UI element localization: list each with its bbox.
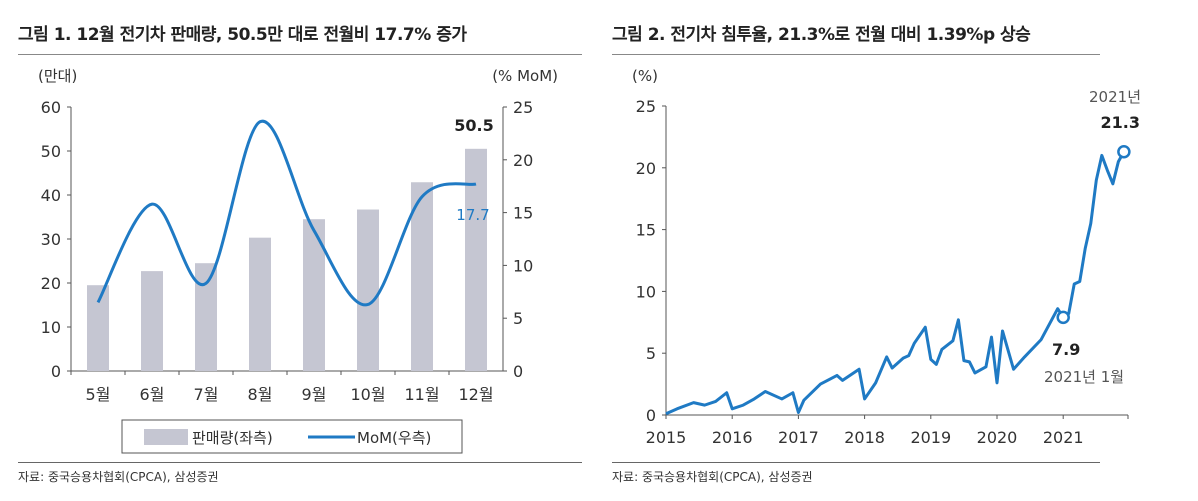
annotation-label-2021-12: 2021년	[1089, 88, 1141, 106]
marker-2021-12	[1117, 144, 1131, 159]
y-tick-label: 5	[646, 344, 656, 363]
right-tick-label: 0	[513, 362, 523, 381]
penetration-line	[665, 151, 1126, 416]
x-tick-label: 11월	[404, 385, 439, 404]
x-tick-label: 2020	[977, 428, 1018, 447]
right-tick-label: 10	[513, 256, 533, 275]
chart2-footer-rule	[612, 462, 1100, 463]
left-tick-label: 60	[41, 98, 61, 117]
chart2-source: 자료: 중국승용차협회(CPCA), 삼성증권	[612, 470, 813, 484]
legend-line-label: MoM(우측)	[357, 429, 431, 447]
x-tick-label: 12월	[458, 385, 493, 404]
right-tick-label: 25	[513, 98, 533, 117]
x-tick-label: 7월	[194, 385, 219, 404]
x-tick-label: 10월	[350, 385, 385, 404]
x-tick-label: 2019	[910, 428, 951, 447]
left-tick-label: 50	[41, 142, 61, 161]
right-tick-label: 20	[513, 151, 533, 170]
bar-9월	[303, 219, 325, 371]
y-tick-label: 0	[646, 406, 656, 425]
right-axis-unit: (% MoM)	[492, 67, 558, 85]
x-tick-label: 9월	[302, 385, 327, 404]
bar-12월	[465, 148, 487, 371]
bar-6월	[141, 271, 163, 371]
bar-11월	[411, 182, 433, 371]
y-tick-label: 25	[636, 97, 656, 116]
x-tick-label: 2018	[844, 428, 885, 447]
left-tick-label: 30	[41, 230, 61, 249]
legend-bar-swatch	[144, 429, 188, 445]
y-axis-unit: (%)	[632, 67, 658, 85]
x-tick-label: 2015	[646, 428, 687, 447]
x-tick-label: 2017	[778, 428, 819, 447]
left-tick-label: 40	[41, 186, 61, 205]
chart1-footer-rule	[18, 462, 582, 463]
y-tick-label: 15	[636, 221, 656, 240]
chart1-title: 그림 1. 12월 전기차 판매량, 50.5만 대로 전월비 17.7% 증가	[18, 25, 467, 45]
mom-line	[96, 119, 477, 307]
annotation-value-2021-12: 21.3	[1101, 113, 1140, 132]
x-tick-label: 5월	[86, 385, 111, 404]
marker-2021-01	[1056, 310, 1070, 325]
bar-8월	[249, 237, 271, 371]
bar-10월	[357, 209, 379, 371]
left-tick-label: 10	[41, 318, 61, 337]
y-tick-label: 20	[636, 159, 656, 178]
right-tick-label: 5	[513, 309, 523, 328]
left-tick-label: 0	[51, 362, 61, 381]
chart1-source: 자료: 중국승용차협회(CPCA), 삼성증권	[18, 470, 219, 484]
left-tick-label: 20	[41, 274, 61, 293]
chart1-svg: 0 10 20 30 40 50 60 0 5 10 15 20 25 (만대) (% MoM) 5월 6월 7월…	[38, 67, 558, 454]
annotation-label-2021-01: 2021년 1월	[1044, 368, 1124, 386]
chart2-title-rule	[612, 54, 1100, 55]
mom-data-label: 17.7	[456, 206, 489, 224]
legend-bar-label: 판매량(좌측)	[192, 429, 273, 447]
bar-7월	[195, 263, 217, 371]
y-tick-label: 10	[636, 282, 656, 301]
bar-5월	[87, 285, 109, 371]
left-axis-unit: (만대)	[38, 67, 77, 85]
annotation-value-2021-01: 7.9	[1052, 340, 1080, 359]
chart1-title-rule	[18, 54, 582, 55]
right-tick-label: 15	[513, 204, 533, 223]
x-tick-label: 8월	[248, 385, 273, 404]
x-tick-label: 2016	[712, 428, 753, 447]
chart2-title: 그림 2. 전기차 침투율, 21.3%로 전월 대비 1.39%p 상승	[612, 25, 1031, 45]
bar-data-label: 50.5	[454, 116, 493, 135]
x-tick-label: 2021	[1043, 428, 1084, 447]
x-tick-label: 6월	[140, 385, 165, 404]
